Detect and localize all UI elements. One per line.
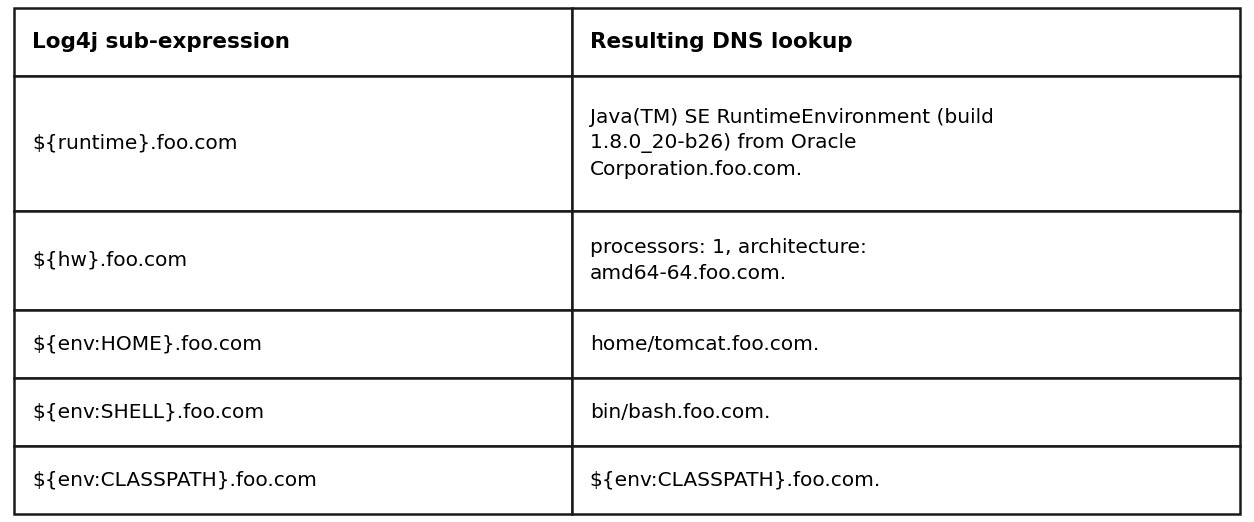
Bar [572, 446, 1240, 514]
Text: Resulting DNS lookup: Resulting DNS lookup [589, 32, 853, 52]
Bar [14, 310, 572, 378]
Text: Log4j sub-expression: Log4j sub-expression [33, 32, 290, 52]
Text: ${hw}.foo.com: ${hw}.foo.com [33, 251, 187, 270]
Bar [14, 211, 572, 310]
Text: ${env:CLASSPATH}.foo.com.: ${env:CLASSPATH}.foo.com. [589, 470, 882, 490]
Text: ${env:HOME}.foo.com: ${env:HOME}.foo.com [33, 335, 262, 354]
Text: home/tomcat.foo.com.: home/tomcat.foo.com. [589, 335, 819, 354]
Text: processors: 1, architecture:
amd64-64.foo.com.: processors: 1, architecture: amd64-64.fo… [589, 238, 867, 283]
Bar [14, 76, 572, 211]
Bar [572, 378, 1240, 446]
Bar [14, 378, 572, 446]
Bar [14, 8, 572, 76]
Text: ${env:CLASSPATH}.foo.com: ${env:CLASSPATH}.foo.com [33, 470, 317, 490]
Text: ${runtime}.foo.com: ${runtime}.foo.com [33, 134, 237, 153]
Text: Java(TM) SE RuntimeEnvironment (build
1.8.0_20-b26) from Oracle
Corporation.foo.: Java(TM) SE RuntimeEnvironment (build 1.… [589, 108, 993, 179]
Bar [572, 310, 1240, 378]
Bar [14, 446, 572, 514]
Bar [572, 8, 1240, 76]
Bar [572, 211, 1240, 310]
Text: ${env:SHELL}.foo.com: ${env:SHELL}.foo.com [33, 402, 265, 422]
Text: bin/bash.foo.com.: bin/bash.foo.com. [589, 402, 770, 422]
Bar [572, 76, 1240, 211]
